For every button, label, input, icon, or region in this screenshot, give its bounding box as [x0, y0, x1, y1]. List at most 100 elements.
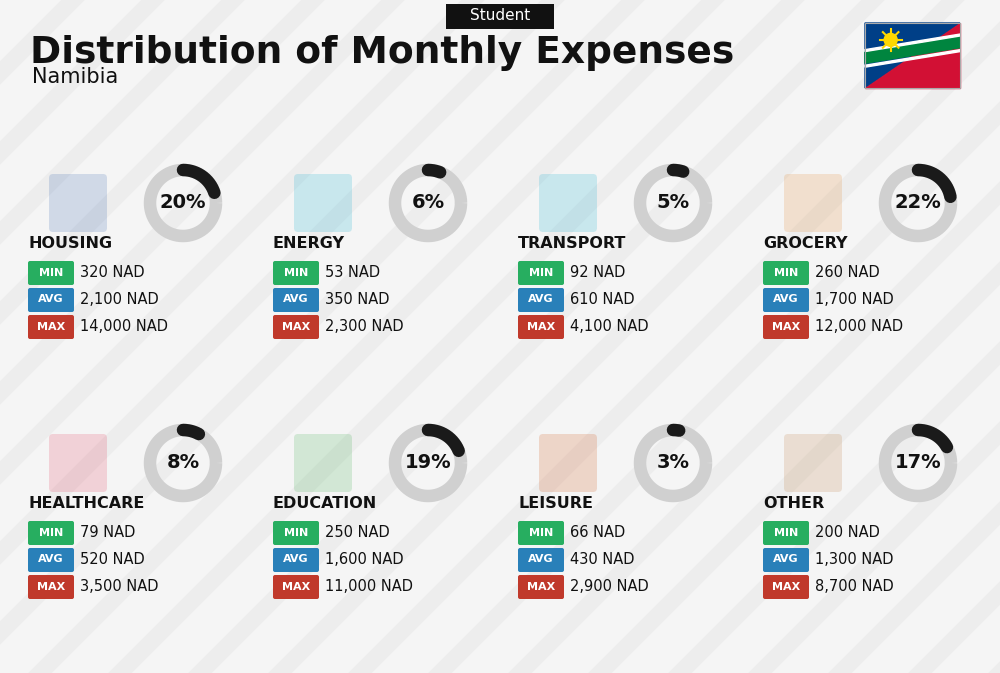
FancyBboxPatch shape [518, 548, 564, 572]
Polygon shape [865, 50, 960, 67]
FancyBboxPatch shape [539, 174, 597, 232]
Text: MAX: MAX [37, 581, 65, 592]
Text: HOUSING: HOUSING [28, 236, 112, 250]
FancyBboxPatch shape [294, 174, 352, 232]
FancyBboxPatch shape [273, 575, 319, 599]
Text: 19%: 19% [405, 452, 451, 472]
Text: Student: Student [470, 8, 530, 23]
Text: 520 NAD: 520 NAD [80, 552, 145, 567]
Polygon shape [865, 23, 960, 88]
FancyBboxPatch shape [763, 288, 809, 312]
FancyBboxPatch shape [28, 288, 74, 312]
Text: MAX: MAX [282, 581, 310, 592]
FancyBboxPatch shape [784, 434, 842, 492]
FancyBboxPatch shape [273, 315, 319, 339]
Text: MIN: MIN [774, 528, 798, 538]
Text: AVG: AVG [528, 295, 554, 304]
Text: 8,700 NAD: 8,700 NAD [815, 579, 894, 594]
Text: 2,300 NAD: 2,300 NAD [325, 319, 404, 334]
Text: MAX: MAX [772, 322, 800, 332]
Text: 22%: 22% [895, 192, 941, 211]
Text: MAX: MAX [527, 581, 555, 592]
Text: HEALTHCARE: HEALTHCARE [28, 495, 144, 511]
Text: LEISURE: LEISURE [518, 495, 593, 511]
Text: MIN: MIN [39, 528, 63, 538]
FancyBboxPatch shape [518, 521, 564, 545]
Text: ENERGY: ENERGY [273, 236, 345, 250]
FancyBboxPatch shape [49, 434, 107, 492]
Text: 66 NAD: 66 NAD [570, 525, 625, 540]
Text: MAX: MAX [527, 322, 555, 332]
Polygon shape [865, 23, 960, 88]
Text: 79 NAD: 79 NAD [80, 525, 135, 540]
Text: MIN: MIN [529, 528, 553, 538]
Text: 3,500 NAD: 3,500 NAD [80, 579, 158, 594]
Text: 11,000 NAD: 11,000 NAD [325, 579, 413, 594]
Text: 2,100 NAD: 2,100 NAD [80, 292, 159, 307]
Text: 17%: 17% [895, 452, 941, 472]
Text: AVG: AVG [283, 295, 309, 304]
Text: AVG: AVG [773, 295, 799, 304]
FancyBboxPatch shape [518, 261, 564, 285]
FancyBboxPatch shape [518, 315, 564, 339]
FancyBboxPatch shape [28, 315, 74, 339]
FancyBboxPatch shape [763, 575, 809, 599]
FancyBboxPatch shape [763, 548, 809, 572]
Circle shape [884, 34, 897, 46]
FancyBboxPatch shape [763, 261, 809, 285]
Text: TRANSPORT: TRANSPORT [518, 236, 626, 250]
Text: 250 NAD: 250 NAD [325, 525, 390, 540]
FancyBboxPatch shape [273, 288, 319, 312]
FancyBboxPatch shape [273, 261, 319, 285]
Text: 320 NAD: 320 NAD [80, 265, 145, 280]
Text: 6%: 6% [411, 192, 445, 211]
Text: AVG: AVG [283, 555, 309, 565]
Text: 3%: 3% [656, 452, 690, 472]
FancyBboxPatch shape [273, 548, 319, 572]
FancyBboxPatch shape [273, 521, 319, 545]
FancyBboxPatch shape [446, 3, 554, 28]
Text: 2,900 NAD: 2,900 NAD [570, 579, 649, 594]
Text: GROCERY: GROCERY [763, 236, 848, 250]
Text: 14,000 NAD: 14,000 NAD [80, 319, 168, 334]
FancyBboxPatch shape [28, 548, 74, 572]
Text: 5%: 5% [656, 192, 690, 211]
Text: 610 NAD: 610 NAD [570, 292, 635, 307]
Text: 200 NAD: 200 NAD [815, 525, 880, 540]
Text: 8%: 8% [166, 452, 200, 472]
Text: 260 NAD: 260 NAD [815, 265, 880, 280]
Text: OTHER: OTHER [763, 495, 824, 511]
FancyBboxPatch shape [763, 521, 809, 545]
Text: 1,600 NAD: 1,600 NAD [325, 552, 404, 567]
Text: EDUCATION: EDUCATION [273, 495, 377, 511]
Text: MIN: MIN [284, 528, 308, 538]
Polygon shape [865, 36, 960, 63]
FancyBboxPatch shape [518, 288, 564, 312]
FancyBboxPatch shape [294, 434, 352, 492]
Text: MIN: MIN [39, 267, 63, 277]
Text: AVG: AVG [38, 555, 64, 565]
Text: 20%: 20% [160, 192, 206, 211]
Text: AVG: AVG [528, 555, 554, 565]
FancyBboxPatch shape [49, 174, 107, 232]
Text: 1,700 NAD: 1,700 NAD [815, 292, 894, 307]
Text: 350 NAD: 350 NAD [325, 292, 390, 307]
Text: MIN: MIN [774, 267, 798, 277]
Text: MAX: MAX [282, 322, 310, 332]
FancyBboxPatch shape [784, 174, 842, 232]
Text: 12,000 NAD: 12,000 NAD [815, 319, 903, 334]
Text: 92 NAD: 92 NAD [570, 265, 625, 280]
FancyBboxPatch shape [539, 434, 597, 492]
FancyBboxPatch shape [28, 261, 74, 285]
Text: MIN: MIN [284, 267, 308, 277]
Text: AVG: AVG [773, 555, 799, 565]
FancyBboxPatch shape [28, 521, 74, 545]
Text: AVG: AVG [38, 295, 64, 304]
Text: MIN: MIN [529, 267, 553, 277]
Text: 430 NAD: 430 NAD [570, 552, 635, 567]
Text: MAX: MAX [37, 322, 65, 332]
Text: Namibia: Namibia [32, 67, 118, 87]
Text: MAX: MAX [772, 581, 800, 592]
Polygon shape [865, 34, 960, 52]
FancyBboxPatch shape [518, 575, 564, 599]
